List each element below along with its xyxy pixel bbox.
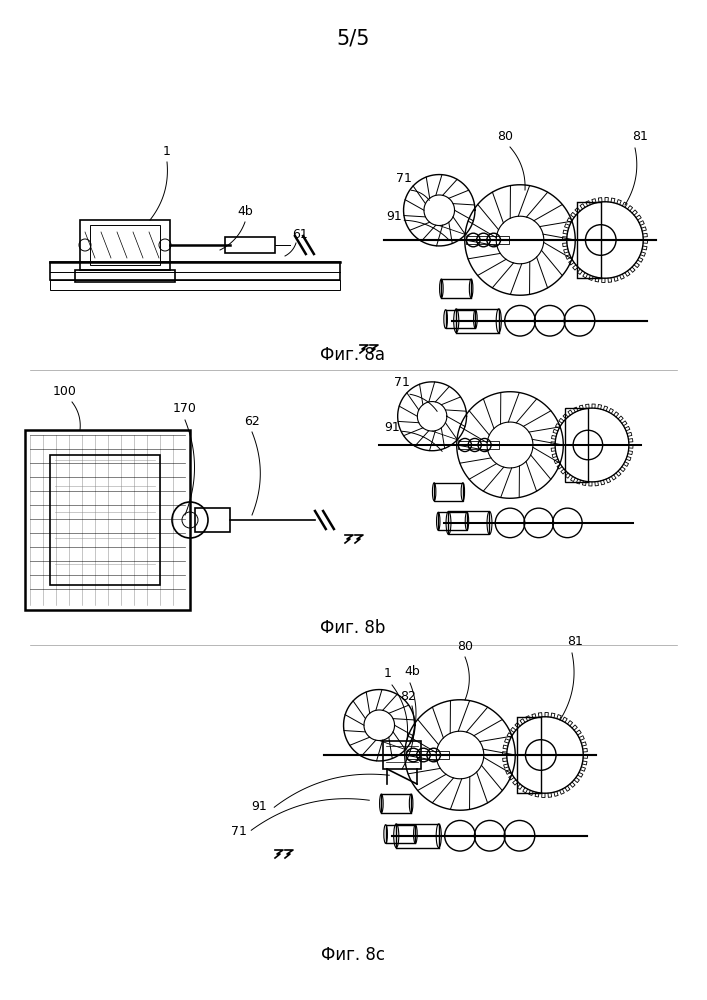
- Bar: [396, 824, 439, 848]
- Text: 81: 81: [567, 635, 583, 648]
- Bar: [441, 279, 471, 298]
- Bar: [438, 512, 467, 530]
- Text: 80: 80: [457, 640, 473, 653]
- Bar: [80, 220, 170, 270]
- Text: 1: 1: [384, 667, 392, 680]
- Bar: [445, 310, 475, 328]
- Bar: [225, 237, 275, 253]
- Bar: [381, 794, 411, 813]
- Bar: [50, 455, 160, 585]
- Text: 61: 61: [292, 228, 308, 241]
- Bar: [456, 309, 498, 333]
- Text: 71: 71: [397, 172, 412, 185]
- Bar: [50, 280, 340, 290]
- Text: Фиг. 8c: Фиг. 8c: [321, 946, 385, 964]
- Bar: [195, 508, 230, 532]
- Bar: [448, 511, 489, 534]
- Bar: [75, 270, 175, 282]
- Text: 1: 1: [163, 145, 171, 158]
- Text: 91: 91: [384, 421, 400, 434]
- Bar: [577, 202, 601, 278]
- Text: 80: 80: [497, 130, 513, 143]
- Bar: [90, 225, 160, 265]
- Text: 4b: 4b: [404, 665, 420, 678]
- Text: 81: 81: [632, 130, 648, 143]
- Text: 62: 62: [244, 415, 260, 428]
- Bar: [385, 825, 416, 843]
- Text: 82: 82: [400, 690, 416, 703]
- Text: Фиг. 8b: Фиг. 8b: [320, 619, 386, 637]
- Text: 5/5: 5/5: [337, 28, 370, 48]
- Bar: [565, 408, 588, 482]
- Bar: [467, 236, 509, 244]
- Bar: [50, 262, 340, 280]
- Text: 71: 71: [395, 376, 410, 389]
- Text: 71: 71: [231, 825, 247, 838]
- Bar: [383, 741, 421, 769]
- Text: 4b: 4b: [237, 205, 253, 218]
- Text: 91: 91: [386, 210, 402, 223]
- Bar: [458, 441, 499, 449]
- Text: 100: 100: [53, 385, 77, 398]
- Text: 170: 170: [173, 402, 197, 415]
- Text: 91: 91: [252, 800, 267, 813]
- Bar: [25, 430, 190, 610]
- Bar: [517, 717, 541, 793]
- Text: Фиг. 8а: Фиг. 8а: [320, 346, 385, 364]
- Bar: [407, 751, 449, 759]
- Bar: [434, 483, 463, 501]
